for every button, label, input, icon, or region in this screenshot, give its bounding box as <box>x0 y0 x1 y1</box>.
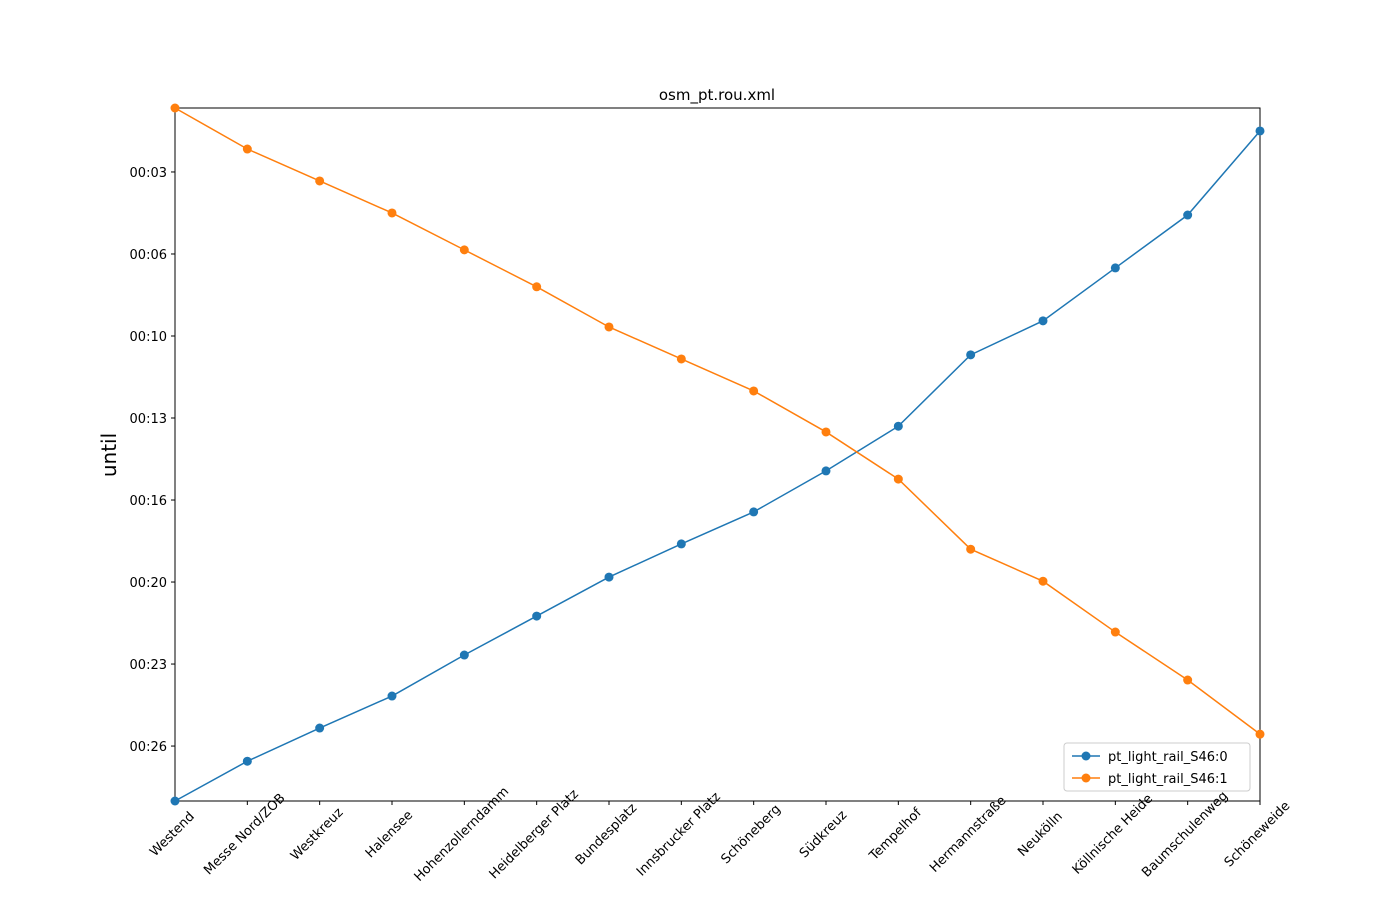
data-point <box>387 208 397 218</box>
x-tick-label: Bundesplatz <box>573 801 640 868</box>
x-tick-label: Köllnische Heide <box>1070 791 1156 877</box>
series-line <box>174 107 1261 735</box>
data-point <box>1183 675 1193 685</box>
data-point <box>676 539 686 549</box>
x-tick-label: Schöneberg <box>719 802 784 867</box>
data-point <box>532 282 542 292</box>
data-point <box>170 103 180 113</box>
data-point <box>966 544 976 554</box>
chart-title: osm_pt.rou.xml <box>659 86 775 105</box>
data-point <box>821 466 831 476</box>
data-point <box>1110 627 1120 637</box>
data-point <box>242 144 252 154</box>
x-tick-label: Halensee <box>363 808 416 861</box>
plot-frame <box>174 107 1261 802</box>
data-point <box>1038 316 1048 326</box>
data-point <box>532 611 542 621</box>
y-tick-label: 00:26 <box>130 740 167 755</box>
x-tick-label: Südkreuz <box>797 808 850 861</box>
data-point <box>676 354 686 364</box>
y-axis-label: until <box>97 433 121 477</box>
legend-label: pt_light_rail_S46:1 <box>1108 772 1228 787</box>
y-tick-label: 00:06 <box>130 248 167 263</box>
data-point <box>242 756 252 766</box>
x-tick-label: Westend <box>147 809 198 860</box>
data-point <box>387 691 397 701</box>
series-line <box>174 130 1261 802</box>
x-tick-label: Messe Nord/ZOB <box>201 791 288 878</box>
data-point <box>459 650 469 660</box>
data-point <box>315 176 325 186</box>
y-tick-label: 00:23 <box>130 658 167 673</box>
data-point <box>1110 263 1120 273</box>
data-point <box>749 507 759 517</box>
data-point <box>170 796 180 806</box>
x-tick-label: Neukölln <box>1015 809 1066 860</box>
x-tick-label: Hermannstraße <box>927 793 1009 875</box>
data-point <box>893 421 903 431</box>
legend-marker <box>1081 773 1091 783</box>
y-tick-label: 00:16 <box>130 494 167 509</box>
y-tick-label: 00:20 <box>130 576 167 591</box>
legend-marker <box>1081 751 1091 761</box>
data-point <box>1183 210 1193 220</box>
data-point <box>604 572 614 582</box>
y-tick-label: 00:13 <box>130 412 167 427</box>
data-point <box>893 474 903 484</box>
x-tick-label: Innsbrucker Platz <box>634 790 724 880</box>
data-point <box>459 245 469 255</box>
data-point <box>315 723 325 733</box>
x-tick-label: Tempelhof <box>866 805 925 864</box>
data-point <box>966 350 976 360</box>
x-tick-label: Westkreuz <box>288 805 347 864</box>
legend-label: pt_light_rail_S46:0 <box>1108 750 1228 765</box>
data-point <box>1038 576 1048 586</box>
data-point <box>1255 729 1265 739</box>
x-tick-label: Schöneweide <box>1222 799 1294 871</box>
legend-box <box>1063 742 1251 792</box>
data-point <box>604 322 614 332</box>
data-point <box>749 386 759 396</box>
data-point <box>821 427 831 437</box>
data-point <box>1255 126 1265 136</box>
y-tick-label: 00:10 <box>130 330 167 345</box>
y-tick-label: 00:03 <box>130 166 167 181</box>
